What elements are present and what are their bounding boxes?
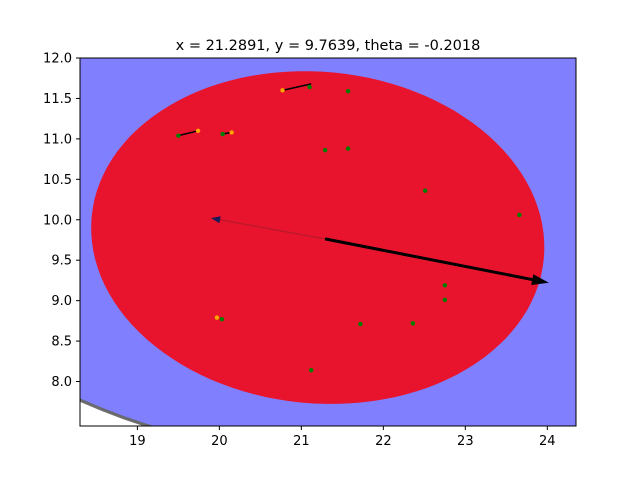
y-tick-label: 10.0 bbox=[43, 213, 72, 228]
green-point bbox=[410, 321, 416, 326]
green-point bbox=[308, 367, 314, 373]
y-tick-label: 11.0 bbox=[43, 132, 72, 147]
orange-point bbox=[229, 130, 234, 135]
green-point bbox=[219, 317, 225, 322]
x-tick-label: 19 bbox=[129, 434, 146, 449]
back-arrowhead bbox=[211, 216, 221, 224]
measurement-segment bbox=[282, 83, 312, 92]
green-point bbox=[176, 133, 181, 138]
orange-point bbox=[195, 128, 201, 133]
x-tick-label: 24 bbox=[539, 434, 556, 449]
chart-title: x = 21.2891, y = 9.7639, theta = -0.2018 bbox=[176, 38, 481, 54]
measurement-segment bbox=[178, 130, 199, 137]
plot-area bbox=[80, 58, 576, 426]
heading-arrowhead bbox=[531, 274, 549, 285]
green-point bbox=[345, 146, 351, 151]
x-tick-label: 23 bbox=[457, 434, 474, 449]
y-tick-label: 8.0 bbox=[51, 375, 72, 390]
green-point bbox=[220, 131, 225, 137]
green-point bbox=[307, 84, 312, 90]
y-tick-label: 9.5 bbox=[51, 254, 72, 269]
orange-point bbox=[280, 88, 285, 93]
green-point bbox=[322, 148, 328, 153]
green-point bbox=[442, 297, 448, 303]
x-tick-label: 22 bbox=[375, 434, 392, 449]
x-tick-label: 21 bbox=[293, 434, 310, 449]
orange-point bbox=[214, 315, 220, 320]
green-point bbox=[422, 188, 428, 193]
y-tick-label: 11.5 bbox=[43, 92, 72, 107]
green-point bbox=[442, 283, 448, 288]
y-tick-label: 10.5 bbox=[43, 173, 72, 188]
x-tick-label: 20 bbox=[211, 434, 228, 449]
axes-ticks: 19 20 21 22 23 24 8.0 8.5 9.0 9.5 10.0 10.5 11.0 11.5… bbox=[43, 52, 556, 450]
y-tick-label: 12.0 bbox=[43, 52, 72, 67]
axes-frame bbox=[79, 57, 577, 427]
green-point bbox=[358, 321, 363, 327]
y-tick-label: 8.5 bbox=[51, 335, 72, 350]
green-point bbox=[345, 88, 351, 94]
green-point bbox=[517, 212, 522, 218]
back-line bbox=[211, 217, 326, 240]
heading-arrow-shaft bbox=[324, 237, 533, 282]
y-tick-label: 9.0 bbox=[51, 294, 72, 309]
